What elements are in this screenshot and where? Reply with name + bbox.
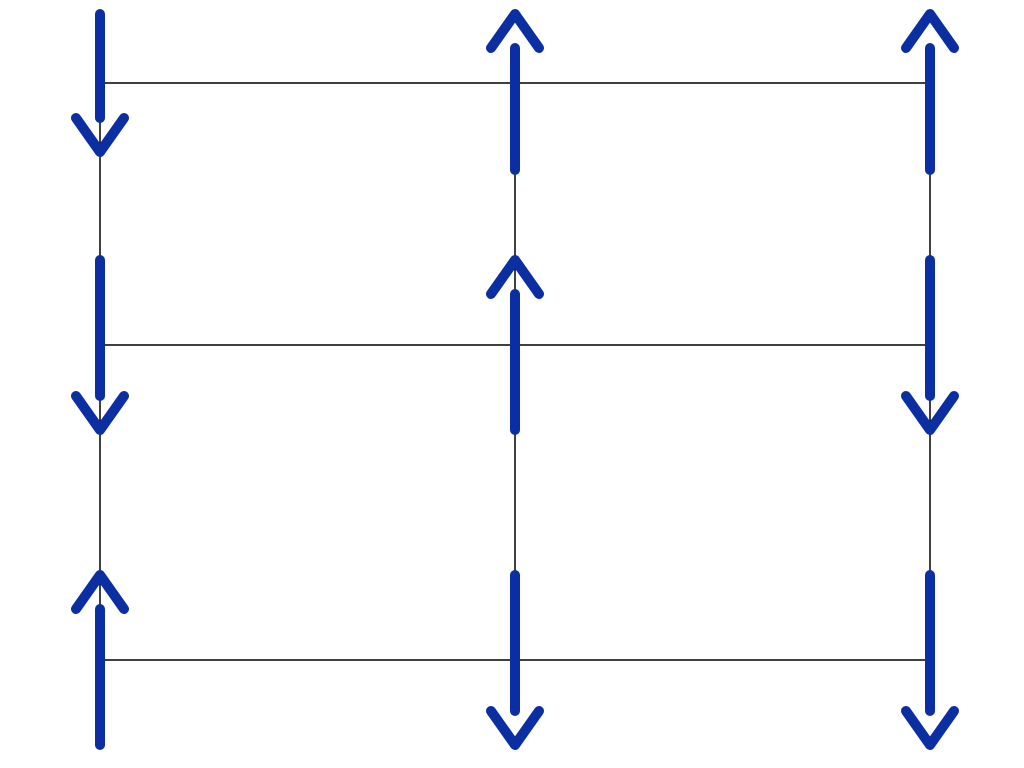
arrow-r0c1 <box>491 14 539 170</box>
arrow-grid-diagram <box>0 0 1024 768</box>
arrow-r0c2 <box>906 14 954 170</box>
arrows <box>76 14 954 745</box>
